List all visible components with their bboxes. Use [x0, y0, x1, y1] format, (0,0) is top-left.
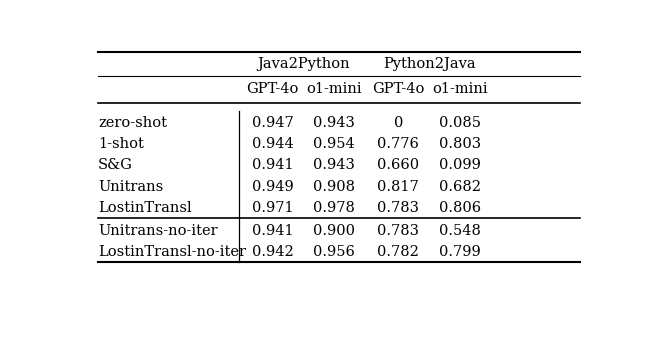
Text: 0.682: 0.682 — [439, 179, 481, 194]
Text: S&G: S&G — [98, 158, 133, 172]
Text: 0.806: 0.806 — [439, 201, 481, 215]
Text: 0.943: 0.943 — [313, 116, 355, 129]
Text: 0.660: 0.660 — [377, 158, 419, 172]
Text: 0.803: 0.803 — [439, 137, 481, 151]
Text: 0.085: 0.085 — [439, 116, 481, 129]
Text: o1-mini: o1-mini — [307, 82, 362, 96]
Text: 0.099: 0.099 — [439, 158, 481, 172]
Text: Java2Python: Java2Python — [257, 57, 350, 71]
Text: Python2Java: Python2Java — [383, 57, 475, 71]
Text: Unitrans: Unitrans — [98, 179, 164, 194]
Text: 0.783: 0.783 — [377, 201, 419, 215]
Text: LostinTransl-no-iter: LostinTransl-no-iter — [98, 245, 246, 259]
Text: 1-shot: 1-shot — [98, 137, 144, 151]
Text: o1-mini: o1-mini — [432, 82, 488, 96]
Text: 0.941: 0.941 — [252, 158, 293, 172]
Text: 0.941: 0.941 — [252, 224, 293, 238]
Text: GPT-4o: GPT-4o — [246, 82, 299, 96]
Text: 0.908: 0.908 — [313, 179, 355, 194]
Text: 0.944: 0.944 — [252, 137, 293, 151]
Text: 0.949: 0.949 — [252, 179, 293, 194]
Text: 0.978: 0.978 — [313, 201, 355, 215]
Text: 0.943: 0.943 — [313, 158, 355, 172]
Text: 0.548: 0.548 — [439, 224, 481, 238]
Text: 0.817: 0.817 — [377, 179, 419, 194]
Text: 0.947: 0.947 — [252, 116, 293, 129]
Text: 0.782: 0.782 — [377, 245, 419, 259]
Text: zero-shot: zero-shot — [98, 116, 167, 129]
Text: 0.971: 0.971 — [252, 201, 293, 215]
Text: 0.942: 0.942 — [252, 245, 293, 259]
Text: GPT-4o: GPT-4o — [372, 82, 424, 96]
Text: 0.956: 0.956 — [313, 245, 355, 259]
Text: LostinTransl: LostinTransl — [98, 201, 192, 215]
Text: 0.900: 0.900 — [313, 224, 355, 238]
Text: 0: 0 — [394, 116, 403, 129]
Text: 0.776: 0.776 — [377, 137, 419, 151]
Text: 0.783: 0.783 — [377, 224, 419, 238]
Text: 0.954: 0.954 — [313, 137, 355, 151]
Text: 0.799: 0.799 — [439, 245, 481, 259]
Text: Unitrans-no-iter: Unitrans-no-iter — [98, 224, 218, 238]
